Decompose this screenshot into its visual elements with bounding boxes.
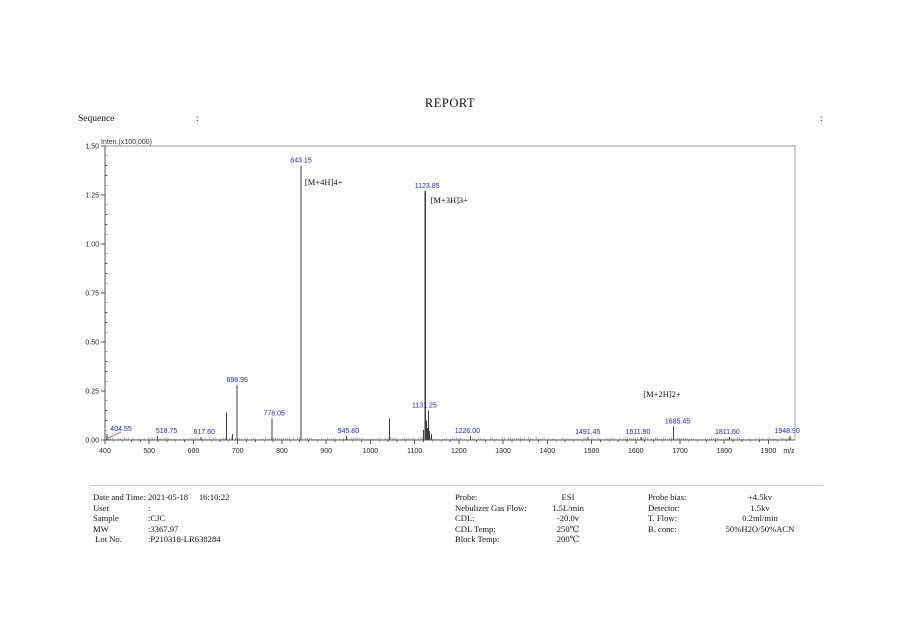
mass-spectrum-plot: 404.55 518.75 617.60 698.95 778.05 843.15 945.…: [85, 139, 799, 455]
meta-label: CDL:: [455, 513, 475, 524]
mass-spectrum-chart: 404.55 518.75 617.60 698.95 778.05 843.15 945.…: [60, 135, 840, 470]
x-tick-label: 400: [99, 448, 111, 455]
y-tick-label: 1.25: [85, 193, 99, 200]
peak-label: 945.80: [338, 428, 360, 435]
metadata-middle-column: Probe: ESI Nebulizer Gas Flow: 1.5L/min CD…: [455, 492, 635, 545]
meta-row-user: User:: [93, 503, 423, 514]
peak-label: 1226.00: [455, 428, 480, 435]
meta-value: :CJC: [148, 513, 166, 524]
meta-row-probe: Probe: ESI: [455, 492, 635, 503]
x-tick-label: 1400: [540, 448, 556, 455]
x-tick-label: 800: [276, 448, 288, 455]
peak-label: 1123.85: [415, 183, 440, 190]
peak-label: 617.60: [194, 429, 216, 436]
charge-state-annotation: [M+3H]3+: [431, 195, 469, 205]
x-tick-label: 1600: [628, 448, 644, 455]
x-tick-label: 1800: [716, 448, 732, 455]
peak-label: 1685.45: [665, 418, 690, 425]
plot-border: [104, 145, 796, 441]
y-tick-label: 1.50: [85, 144, 99, 151]
x-tick-label: 700: [232, 448, 244, 455]
meta-row-blocktemp: Block Temp: 200℃: [455, 534, 635, 545]
peak-label: 1491.45: [575, 429, 600, 436]
peak-label: 778.05: [264, 410, 286, 417]
meta-value: 1.5kv: [750, 502, 770, 513]
x-tick-label: 1900: [761, 448, 777, 455]
meta-label: T. Flow:: [648, 513, 677, 524]
sequence-colon: :: [196, 114, 199, 124]
peak-label: 404.55: [110, 426, 132, 433]
meta-value: ESI: [561, 492, 575, 502]
meta-value: 2021-05-18 16:10:22: [148, 492, 230, 502]
meta-label: User: [93, 502, 110, 513]
meta-row-detector: Detector: 1.5kv: [648, 503, 823, 514]
x-tick-label: 1700: [672, 448, 688, 455]
y-tick-label: 0.50: [85, 340, 99, 347]
meta-label: Nebulizer Gas Flow:: [455, 502, 527, 513]
peak-label: 1131.25: [412, 403, 437, 410]
x-axis-title: m/z: [783, 448, 795, 455]
y-tick-label: 0.00: [85, 438, 99, 445]
x-tick-label: 1000: [363, 448, 379, 455]
meta-value: 1.5L/min: [552, 502, 584, 513]
meta-row-lotno: Lot No. :P210318-LR638284: [93, 534, 423, 545]
peak-label: 518.75: [156, 428, 178, 435]
meta-label: Lot No.: [93, 534, 122, 545]
x-tick-label: 500: [143, 448, 155, 455]
x-tick-label: 1500: [584, 448, 600, 455]
meta-label: Sample: [93, 513, 119, 524]
meta-row-cdltemp: CDL Temp: 250℃: [455, 524, 635, 535]
peak-leader-line: [107, 431, 122, 439]
charge-state-annotation: [M+2H]2+: [643, 389, 681, 399]
meta-row-mw: MW :3367.97: [93, 524, 423, 535]
meta-value: 0.2ml/min: [742, 513, 778, 524]
meta-value: :3367.97: [148, 523, 179, 534]
meta-label: Probe bias:: [648, 492, 687, 502]
page-title: REPORT: [424, 96, 476, 110]
meta-value: 50%H2O/50%ACN: [725, 523, 795, 534]
meta-row-sample: Sample :CJC: [93, 513, 423, 524]
meta-label: Date and Time:: [93, 492, 146, 502]
peak-label: 1948.90: [774, 428, 799, 435]
peak-label: 698.95: [227, 377, 249, 384]
sequence-right-colon: :: [820, 114, 823, 124]
sequence-row: Sequence : :: [0, 114, 900, 128]
meta-value: :: [148, 502, 151, 513]
meta-label: Detector:: [648, 502, 680, 513]
metadata-right-column: Probe bias: +4.5kv Detector: 1.5kv T. Flow…: [648, 492, 823, 534]
y-tick-label: 0.75: [85, 291, 99, 298]
peak-label: 1811.60: [715, 429, 740, 436]
meta-row-datetime: Date and Time: 2021-05-18 16:10:22: [93, 492, 423, 503]
y-tick-label: 0.25: [85, 389, 99, 396]
metadata-left-column: Date and Time: 2021-05-18 16:10:22 User: …: [93, 492, 423, 545]
meta-value: 250℃: [556, 523, 580, 534]
meta-value: 200℃: [556, 534, 580, 545]
meta-value: -20.0v: [556, 513, 580, 524]
meta-row-cdl: CDL: -20.0v: [455, 513, 635, 524]
charge-state-annotation: [M+4H]4+: [305, 177, 343, 187]
x-tick-label: 1200: [451, 448, 467, 455]
meta-value: :P210318-LR638284: [148, 534, 221, 545]
x-tick-label: 1300: [495, 448, 511, 455]
meta-row-bconc: B. conc: 50%H2O/50%ACN: [648, 524, 823, 535]
meta-label: CDL Temp:: [455, 523, 496, 534]
meta-row-nebulizer: Nebulizer Gas Flow: 1.5L/min: [455, 503, 635, 514]
meta-label: MW: [93, 523, 109, 534]
meta-value: +4.5kv: [747, 492, 773, 502]
metadata-separator-line: [90, 485, 823, 486]
x-tick-label: 600: [188, 448, 200, 455]
y-axis-title: Inten.(x100,000): [101, 139, 152, 146]
y-tick-label: 1.00: [85, 242, 99, 249]
meta-label: Block Temp:: [455, 534, 500, 545]
peak-label: 1611.90: [626, 429, 651, 436]
meta-label: Probe:: [455, 492, 478, 502]
x-tick-label: 900: [320, 448, 332, 455]
meta-row-probebias: Probe bias: +4.5kv: [648, 492, 823, 503]
meta-row-tflow: T. Flow: 0.2ml/min: [648, 513, 823, 524]
sequence-label: Sequence: [78, 114, 115, 124]
meta-label: B. conc:: [648, 523, 677, 534]
peak-label: 843.15: [290, 158, 312, 165]
x-tick-label: 1100: [407, 448, 422, 455]
